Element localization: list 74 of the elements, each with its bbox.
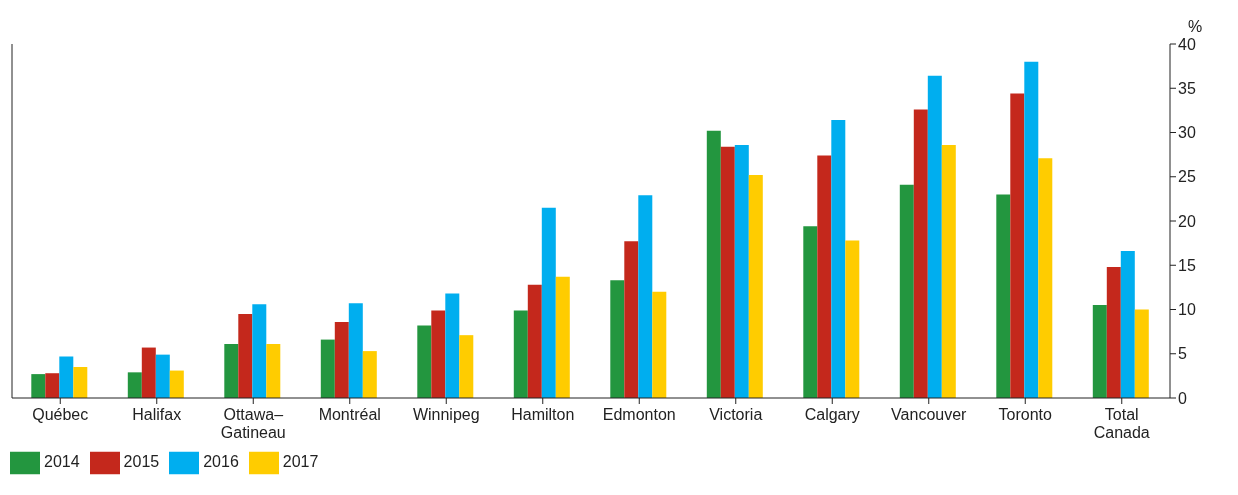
y-tick-label: 20 [1178, 212, 1196, 230]
bar [734, 144, 749, 398]
bar [610, 280, 625, 398]
bar [1092, 305, 1107, 398]
x-tick-label: Victoria [709, 406, 763, 423]
x-tick-label: Halifax [132, 406, 182, 423]
x-tick-label: Calgary [804, 406, 860, 423]
bar [527, 284, 542, 398]
y-tick-label: 5 [1178, 345, 1187, 363]
bar [252, 304, 267, 398]
bar [899, 184, 914, 398]
legend-label: 2016 [203, 453, 239, 471]
bar [348, 303, 363, 398]
bar [334, 321, 349, 398]
bar [1010, 93, 1025, 398]
bar [431, 310, 446, 398]
y-axis-title: % [1187, 18, 1203, 35]
x-tick-label: Québec [32, 406, 89, 423]
bar [417, 325, 432, 398]
bar [638, 195, 653, 398]
bar [459, 335, 474, 398]
y-tick-label: 40 [1178, 35, 1196, 53]
bar [169, 370, 184, 398]
bar [1038, 158, 1053, 398]
bar [996, 194, 1011, 398]
bar [624, 241, 639, 398]
bar [155, 354, 170, 398]
bar [59, 356, 74, 398]
legend-label: 2017 [282, 453, 319, 471]
y-tick-label: 0 [1178, 389, 1187, 407]
bar [362, 351, 377, 398]
bar [913, 109, 928, 398]
bar [720, 146, 735, 398]
bar [706, 130, 721, 398]
y-tick-label: 15 [1178, 256, 1196, 274]
bar [817, 155, 832, 398]
bar [224, 344, 239, 398]
bar [238, 313, 253, 398]
bar [927, 75, 942, 398]
bar [541, 207, 556, 398]
bar [45, 373, 60, 398]
bar [513, 310, 528, 398]
y-tick-label: 30 [1178, 124, 1196, 142]
x-tick-label: Ottawa– Gatineau [220, 406, 286, 441]
bar [141, 347, 156, 398]
x-tick-label: Montréal [318, 406, 381, 423]
bar [555, 276, 570, 398]
bar [266, 344, 281, 398]
bar [803, 226, 818, 398]
x-tick-label: Edmonton [602, 406, 676, 423]
bar [1024, 61, 1039, 398]
y-tick-label: 25 [1178, 168, 1196, 186]
x-tick-label: Winnipeg [412, 406, 480, 423]
bar [652, 291, 667, 398]
legend-label: 2015 [123, 453, 160, 471]
bar [1106, 267, 1121, 398]
bar [748, 174, 763, 398]
bar [845, 240, 860, 398]
bar [445, 293, 460, 398]
bar [320, 339, 335, 398]
bar [1134, 309, 1149, 398]
bar [73, 367, 88, 398]
bar [1120, 251, 1135, 398]
y-tick-label: 35 [1178, 79, 1196, 97]
bar [831, 120, 846, 398]
legend-label: 2014 [44, 453, 80, 471]
bar [127, 372, 142, 398]
y-tick-label: 10 [1178, 301, 1196, 319]
x-tick-label: Toronto [998, 406, 1053, 423]
x-tick-label: Hamilton [511, 406, 575, 423]
bar [31, 374, 46, 398]
bar [941, 144, 956, 398]
x-tick-label: Total Canada [1093, 406, 1150, 441]
x-tick-label: Vancouver [891, 406, 968, 423]
